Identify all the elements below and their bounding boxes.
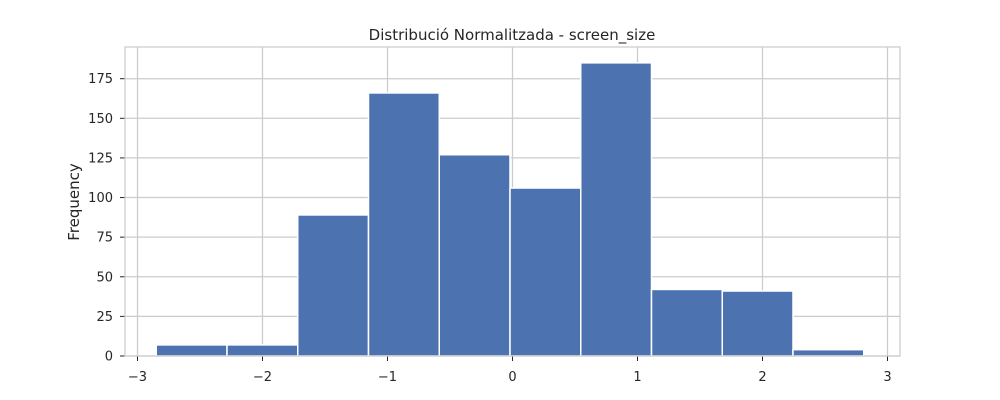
histogram-bar	[580, 62, 653, 357]
histogram-bar	[155, 344, 228, 357]
bars-layer	[155, 62, 865, 357]
histogram-bar	[792, 348, 865, 357]
y-tick-label: 0	[105, 350, 113, 365]
histogram-bar	[650, 288, 723, 357]
histogram-bar	[509, 187, 582, 357]
y-tick-label: 175	[88, 72, 113, 87]
grid-layer	[125, 47, 900, 357]
y-tick-label: 150	[88, 112, 113, 127]
x-tick-label: 1	[633, 370, 641, 385]
histogram-bar	[297, 214, 370, 357]
ticks-layer: −3 −2 −1 0 1 2 3 0 25 50 75 100 125 150 175	[88, 72, 891, 385]
x-tick-label: 2	[758, 370, 766, 385]
histogram-bar	[226, 344, 299, 357]
y-tick-label: 25	[96, 310, 113, 325]
histogram-bar	[438, 154, 511, 357]
y-tick-label: 100	[88, 191, 113, 206]
y-tick-label: 50	[96, 270, 113, 285]
histogram-bar	[721, 290, 794, 357]
plot-frame	[124, 46, 901, 357]
y-tick-label: 125	[88, 151, 113, 166]
y-tick-label: 75	[96, 231, 113, 246]
x-tick-label: 3	[883, 370, 891, 385]
histogram-bar	[367, 92, 440, 357]
x-tick-label: −1	[378, 370, 397, 385]
x-tick-label: −2	[253, 370, 272, 385]
x-tick-label: 0	[508, 370, 516, 385]
x-tick-label: −3	[128, 370, 147, 385]
chart-title: Distribució Normalitzada - screen_size	[369, 26, 656, 45]
y-axis-label: Frequency	[65, 163, 83, 241]
